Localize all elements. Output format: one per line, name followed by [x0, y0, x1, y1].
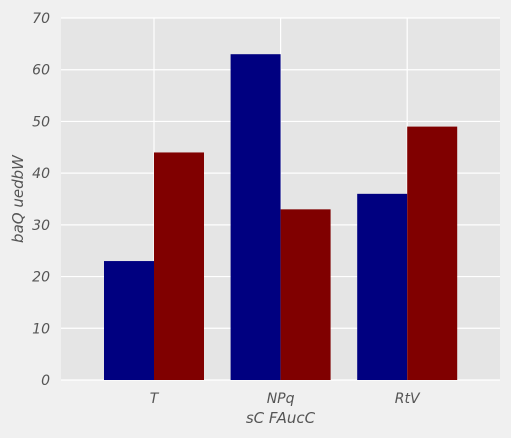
bars	[104, 54, 458, 380]
bar-series-1-T	[104, 261, 154, 380]
y-tick-label: 20	[32, 270, 50, 286]
y-tick-label: 70	[32, 11, 50, 27]
y-axis-label: baQ uedbW	[9, 154, 27, 243]
y-axis-ticks: 0 10 20 30 40 50 60 70	[32, 11, 50, 389]
bar-series-2-T	[154, 152, 204, 380]
y-tick-label: 10	[32, 321, 50, 337]
bar-series-2-NPq	[280, 209, 331, 380]
bar-series-2-RtV	[407, 126, 458, 380]
y-tick-label: 50	[32, 114, 50, 130]
y-tick-label: 0	[41, 373, 50, 389]
x-tick-label: T	[150, 391, 160, 407]
x-tick-label: NPq	[267, 391, 295, 407]
x-axis-label: sC FAucC	[246, 409, 316, 427]
x-tick-label: RtV	[395, 391, 421, 407]
y-tick-label: 60	[32, 63, 50, 79]
x-axis-ticks: T NPq RtV	[150, 391, 421, 407]
y-tick-label: 30	[32, 218, 50, 234]
y-tick-label: 40	[32, 166, 50, 182]
bar-series-1-RtV	[357, 193, 408, 380]
bar-series-1-NPq	[230, 54, 281, 380]
